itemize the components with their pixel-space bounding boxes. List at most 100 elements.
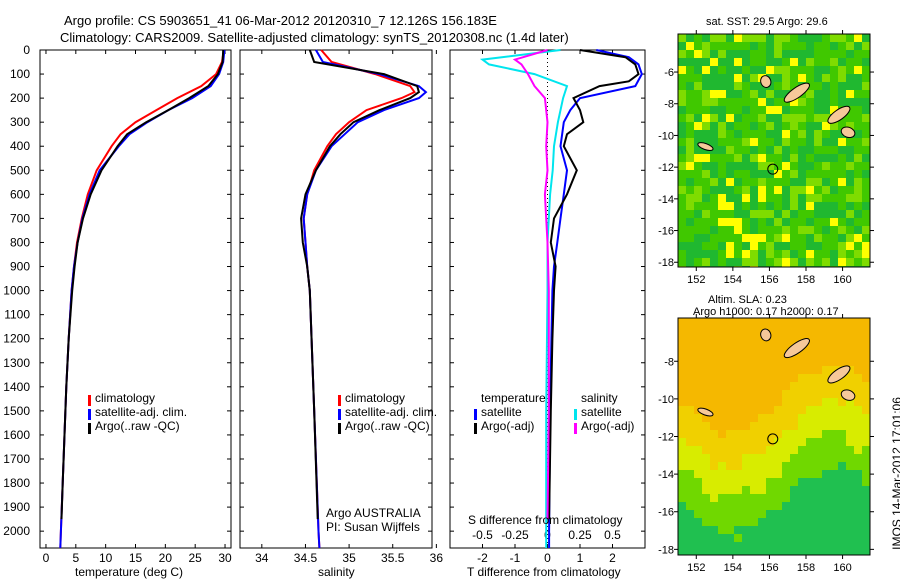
map-cell	[798, 106, 806, 114]
map-cell	[814, 154, 822, 162]
map-cell	[694, 470, 702, 478]
map-cell	[686, 186, 694, 194]
map-cell	[710, 258, 718, 266]
map-cell	[758, 58, 766, 66]
x-tick-label: 34.5	[294, 551, 318, 565]
map-cell	[806, 154, 814, 162]
map-cell	[750, 494, 758, 502]
map-cell	[710, 50, 718, 58]
map-cell	[758, 510, 766, 518]
map-cell	[790, 534, 798, 542]
map-cell	[854, 438, 862, 446]
diff-legend-s-sat: satellite	[581, 405, 622, 419]
map-cell	[798, 398, 806, 406]
map-cell	[686, 406, 694, 414]
map-cell	[830, 406, 838, 414]
map-cell	[758, 414, 766, 422]
map-cell	[750, 66, 758, 74]
map-cell	[750, 446, 758, 454]
map-cell	[718, 382, 726, 390]
map-cell	[782, 130, 790, 138]
map-cell	[854, 170, 862, 178]
map-cell	[694, 334, 702, 342]
map-cell	[702, 462, 710, 470]
map-cell	[822, 398, 830, 406]
map-cell	[830, 446, 838, 454]
map-cell	[782, 478, 790, 486]
map-cell	[790, 162, 798, 170]
map-cell	[734, 430, 742, 438]
map-cell	[694, 90, 702, 98]
map-cell	[830, 106, 838, 114]
map-cell	[838, 430, 846, 438]
map-cell	[782, 258, 790, 266]
map-cell	[758, 42, 766, 50]
map-cell	[734, 138, 742, 146]
map-cell	[798, 502, 806, 510]
map-cell	[854, 82, 862, 90]
map-cell	[758, 390, 766, 398]
lon-tick-label: 154	[724, 274, 742, 286]
map-cell	[798, 414, 806, 422]
lat-tick-label: -8	[664, 99, 674, 111]
map-cell	[734, 326, 742, 334]
map-cell	[726, 122, 734, 130]
map-cell	[742, 130, 750, 138]
map-cell	[710, 462, 718, 470]
map-cell	[726, 358, 734, 366]
lon-tick-label: 152	[687, 562, 705, 574]
map-cell	[686, 202, 694, 210]
legend-swatch	[474, 409, 477, 420]
map-cell	[854, 334, 862, 342]
map-cell	[750, 542, 758, 550]
map-cell	[710, 486, 718, 494]
map-cell	[678, 374, 686, 382]
map-cell	[774, 374, 782, 382]
map-cell	[782, 382, 790, 390]
map-cell	[742, 210, 750, 218]
map-cell	[694, 350, 702, 358]
map-cell	[742, 430, 750, 438]
map-cell	[726, 390, 734, 398]
map-cell	[734, 226, 742, 234]
map-cell	[862, 414, 870, 422]
island-landmass	[697, 407, 714, 417]
map-cell	[742, 82, 750, 90]
map-cell	[798, 114, 806, 122]
map-cell	[758, 358, 766, 366]
map-cell	[806, 414, 814, 422]
map-cell	[806, 390, 814, 398]
lat-tick-label: -8	[664, 356, 674, 368]
map-cell	[782, 406, 790, 414]
x-tick-label: 35.5	[381, 551, 405, 565]
map-cell	[862, 470, 870, 478]
map-cell	[750, 366, 758, 374]
map-cell	[862, 162, 870, 170]
map-cell	[790, 390, 798, 398]
map-cell	[854, 58, 862, 66]
map-cell	[838, 218, 846, 226]
map-cell	[718, 90, 726, 98]
map-cell	[822, 334, 830, 342]
map-cell	[846, 194, 854, 202]
map-cell	[710, 74, 718, 82]
map-cell	[686, 502, 694, 510]
map-cell	[726, 462, 734, 470]
lon-tick-label: 158	[797, 562, 815, 574]
map-cell	[806, 98, 814, 106]
map-cell	[686, 494, 694, 502]
map-cell	[686, 138, 694, 146]
map-cell	[838, 326, 846, 334]
map-cell	[718, 234, 726, 242]
map-cell	[710, 218, 718, 226]
map-cell	[774, 178, 782, 186]
map-cell	[806, 66, 814, 74]
map-cell	[854, 318, 862, 326]
map-cell	[742, 162, 750, 170]
map-cell	[702, 518, 710, 526]
map-cell	[782, 318, 790, 326]
map-cell	[846, 82, 854, 90]
map-cell	[830, 138, 838, 146]
map-cell	[718, 342, 726, 350]
map-cell	[782, 66, 790, 74]
